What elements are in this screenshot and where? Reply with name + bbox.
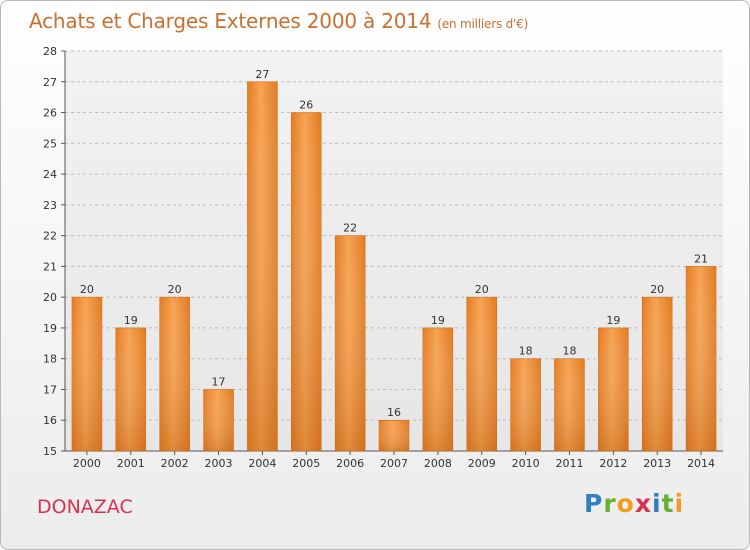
x-tick-label: 2011: [555, 457, 583, 470]
x-tick-label: 2009: [468, 457, 496, 470]
x-tick-label: 2013: [643, 457, 671, 470]
logo-letter: r: [603, 489, 617, 518]
data-label: 19: [431, 314, 445, 327]
data-label: 16: [387, 406, 401, 419]
y-tick-label: 20: [43, 291, 57, 304]
bar-shade: [554, 358, 585, 451]
x-tick-label: 2004: [248, 457, 276, 470]
x-tick-label: 2010: [512, 457, 540, 470]
data-labels: 20 19 20 17 27 26 22 16 19 20 18 18 19 20 21: [80, 68, 708, 419]
chart-unit: (en milliers d'€): [437, 17, 529, 31]
bar-shade: [203, 389, 234, 451]
logo-letter: i: [674, 489, 685, 518]
y-tick-label: 28: [43, 45, 57, 58]
chart-title: Achats et Charges Externes 2000 à 2014 (e…: [29, 9, 528, 33]
logo-letter: t: [661, 489, 675, 518]
y-tick-label: 23: [43, 199, 57, 212]
data-label: 22: [343, 222, 357, 235]
y-tick-label: 24: [43, 168, 57, 181]
chart-title-text: Achats et Charges Externes 2000 à 2014: [29, 9, 432, 33]
y-tick-label: 18: [43, 353, 57, 366]
x-tick-label: 2014: [687, 457, 715, 470]
y-tick-label: 25: [43, 137, 57, 150]
bar-shade: [115, 327, 146, 451]
bar-shade: [335, 235, 366, 451]
data-label: 18: [562, 345, 576, 358]
bars: [71, 81, 717, 452]
data-label: 19: [606, 314, 620, 327]
logo-letter: o: [616, 489, 635, 518]
y-tick-label: 26: [43, 107, 57, 120]
x-tick-label: 2012: [599, 457, 627, 470]
y-tick-label: 19: [43, 322, 57, 335]
y-tick-label: 16: [43, 414, 57, 427]
data-label: 18: [519, 345, 533, 358]
bar-shade: [247, 81, 278, 452]
data-label: 20: [168, 283, 182, 296]
data-label: 27: [255, 68, 269, 81]
y-tick-label: 21: [43, 260, 57, 273]
data-label: 21: [694, 252, 708, 265]
x-tick-label: 2003: [205, 457, 233, 470]
y-tick-label: 17: [43, 383, 57, 396]
bar-shade: [598, 327, 629, 451]
x-tick-label: 2002: [161, 457, 189, 470]
bar-shade: [379, 420, 409, 451]
x-tick-label: 2006: [336, 457, 364, 470]
bar-shade: [291, 112, 322, 452]
data-label: 20: [80, 283, 94, 296]
y-tick-label: 27: [43, 76, 57, 89]
logo-letter: x: [634, 489, 652, 518]
data-label: 17: [212, 375, 226, 388]
logo-letter: i: [652, 489, 662, 518]
commune-name: DONAZAC: [37, 496, 133, 518]
proxiti-logo[interactable]: Proxiti: [584, 489, 684, 518]
x-tick-label: 2007: [380, 457, 408, 470]
bar-shade: [422, 327, 453, 451]
y-tick-label: 15: [43, 445, 57, 458]
x-tick-label: 2000: [73, 457, 101, 470]
y-tick-label: 22: [43, 230, 57, 243]
x-tick-label: 2008: [424, 457, 452, 470]
data-label: 26: [299, 99, 313, 112]
bar-shade: [642, 297, 673, 451]
bar-shade: [159, 297, 190, 451]
bar-shade: [686, 266, 717, 451]
x-tick-label: 2001: [117, 457, 145, 470]
data-label: 20: [650, 283, 664, 296]
bar-shade: [510, 358, 541, 451]
data-label: 19: [124, 314, 138, 327]
bar-shade: [466, 297, 497, 451]
bar-shade: [71, 297, 102, 451]
x-tick-label: 2005: [292, 457, 320, 470]
logo-letter: P: [584, 489, 604, 518]
data-label: 20: [475, 283, 489, 296]
